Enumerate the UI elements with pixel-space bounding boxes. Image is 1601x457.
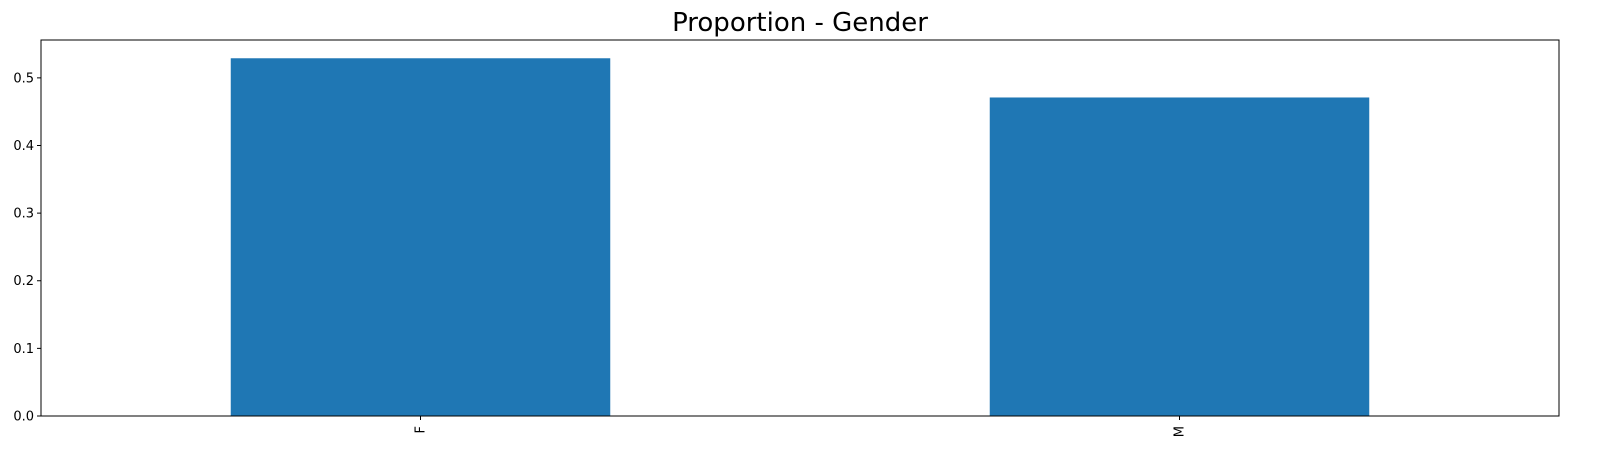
bar-m — [989, 97, 1370, 416]
y-tick-label: 0.5 — [13, 71, 34, 86]
y-tick-label: 0.4 — [13, 139, 34, 154]
bars-group — [230, 58, 1370, 416]
plot-frame — [40, 39, 1560, 417]
y-axis: 0.0 0.1 0.2 0.3 0.4 0.5 — [13, 71, 41, 425]
y-tick-label: 0.2 — [13, 274, 34, 289]
bar-f — [230, 58, 611, 416]
y-tick-label: 0.1 — [13, 342, 34, 357]
y-tick-label: 0.3 — [13, 207, 34, 222]
x-tick-label-f: F — [414, 426, 429, 433]
y-tick-label: 0.0 — [13, 410, 34, 425]
chart-title: Proportion - Gender — [672, 8, 928, 38]
x-tick-label-m: M — [1173, 426, 1188, 437]
